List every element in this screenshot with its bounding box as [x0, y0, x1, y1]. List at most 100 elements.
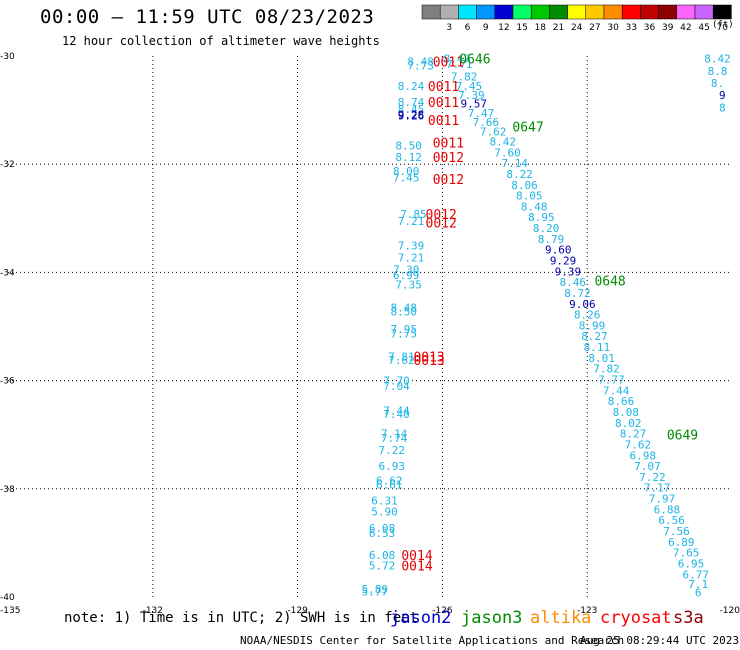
color-scale-label: 24: [571, 23, 583, 33]
y-tick-label: -38: [0, 485, 15, 495]
pass-time-label: 0014: [401, 560, 432, 575]
swh-value-label: 7.44: [383, 404, 410, 417]
page-title: 00:00 – 11:59 UTC 08/23/2023: [40, 6, 375, 28]
swh-value-label: 7.85: [400, 208, 427, 221]
swh-value-label: 7.07: [634, 460, 661, 473]
color-scale-label: 70: [717, 23, 729, 33]
swh-value-label: 8.66: [608, 395, 635, 408]
color-scale-swatch: [512, 4, 532, 20]
pass-time-label: 0011: [428, 80, 459, 95]
x-tick-label: -132: [143, 606, 163, 616]
swh-value-label: 8.79: [538, 233, 565, 246]
swh-value-label: 7.65: [673, 547, 700, 560]
swh-value-label: 6.93: [378, 460, 405, 473]
page-subtitle: 12 hour collection of altimeter wave hei…: [62, 34, 380, 48]
pass-time-label: 0011: [433, 55, 464, 70]
swh-value-label: 6.95: [678, 557, 705, 570]
x-tick-label: -123: [577, 606, 597, 616]
swh-value-label: 7.39: [398, 239, 425, 252]
swh-value-label: 8.08: [613, 406, 640, 419]
swh-value-label: 8.20: [533, 222, 560, 235]
color-scale-swatch: [567, 4, 587, 20]
pass-time-label: 0012: [426, 217, 457, 232]
swh-value-label: 6.98: [629, 449, 656, 462]
swh-value-label: 6.89: [668, 536, 695, 549]
color-scale-swatch: [603, 4, 623, 20]
swh-value-label: 8.27: [620, 428, 647, 441]
x-tick-label: -120: [720, 606, 740, 616]
chart-grid: [8, 56, 732, 597]
swh-value-label: 9.28: [398, 108, 425, 121]
swh-value-label: 8.50: [391, 305, 418, 318]
swh-value-label: 6.99: [393, 269, 420, 282]
swh-value-label: 8.22: [506, 168, 533, 181]
swh-value-label: 7.77: [598, 374, 625, 387]
pass-time-label: 0013: [413, 354, 444, 369]
swh-value-label: 7.47: [468, 107, 495, 120]
swh-value-label: 7.30: [393, 264, 420, 277]
swh-value-label: 8.48: [407, 55, 434, 68]
color-scale-swatch: [494, 4, 514, 20]
swh-points: 8.487.738.477.717.827.457.399.577.477.66…: [362, 53, 731, 600]
swh-value-label: 7.56: [663, 525, 690, 538]
pass-time-label: 0014: [401, 549, 432, 564]
swh-value-label: 7.1: [688, 578, 708, 591]
color-scale-label: 21: [553, 23, 564, 33]
color-scale-unit: (ft): [712, 20, 734, 30]
swh-value-label: 8.11: [584, 341, 611, 354]
color-scale-label: 39: [662, 23, 674, 33]
color-scale-swatch: [549, 4, 568, 20]
color-scale-swatch: [530, 4, 550, 20]
y-tick-label: -36: [0, 377, 15, 387]
swh-value-label: 7.82: [593, 363, 620, 376]
color-scale-swatch: [712, 4, 732, 20]
swh-value-label: 9.06: [569, 298, 596, 311]
swh-value-label: 8.00: [393, 165, 420, 178]
color-scale-swatch: [676, 4, 696, 20]
swh-value-label: 7.22: [639, 471, 666, 484]
pass-time-label: 0647: [512, 120, 543, 135]
footer-timestamp: Aug 25 08:29:44 UTC 2023: [580, 634, 739, 647]
pass-time-label: 0649: [667, 429, 698, 444]
swh-value-label: 5.72: [369, 560, 396, 573]
color-scale-bar: 3 6 9 12 15 18 21 24 27 30 33 36 39 42 45 70: [421, 4, 732, 33]
swh-value-label: 7.45: [393, 172, 420, 185]
swh-value-label: 7.14: [502, 157, 529, 170]
legend-cryosat: cryosat: [600, 608, 672, 628]
color-scale-swatch: [585, 4, 605, 20]
footnote: note: 1) Time is in UTC; 2) SWH is in fe…: [64, 610, 419, 626]
swh-value-label: 8.99: [579, 319, 606, 332]
swh-value-label: 6.56: [658, 514, 685, 527]
swh-value-label: 7.62: [480, 126, 507, 139]
swh-value-label: 8.8: [708, 65, 728, 78]
swh-value-label: 8.47: [444, 53, 471, 66]
pass-time-label: 0013: [413, 350, 444, 365]
swh-value-label: 7.74: [381, 432, 408, 445]
swh-value-label: 6.08: [369, 549, 396, 562]
color-scale-label: 42: [680, 23, 691, 33]
x-tick-label: -135: [0, 606, 20, 616]
axis-ticks: -135 -132 -129 -126 -123 -120 -30 -32 -34 -36 -38 -…: [0, 52, 740, 616]
swh-value-label: 8.26: [574, 309, 601, 322]
color-scale-swatch: [640, 4, 659, 20]
swh-value-label: 8.50: [395, 139, 422, 152]
y-tick-label: -34: [0, 268, 15, 278]
swh-value-label: 7.21: [398, 215, 425, 228]
legend-jason2: jason2: [390, 608, 452, 628]
swh-value-label: 7.82: [451, 71, 478, 84]
y-tick-label: -30: [0, 52, 15, 62]
swh-value-label: 8.02: [615, 417, 642, 430]
swh-value-label: 8.48: [521, 200, 548, 213]
swh-value-label: 8.06: [511, 179, 538, 192]
swh-value-label: 5.89: [362, 583, 389, 596]
swh-value-label: 9.26: [398, 110, 425, 123]
swh-value-label: 7.04: [383, 380, 410, 393]
pass-time-label: 0012: [433, 173, 464, 188]
swh-value-label: 8.: [711, 77, 724, 90]
color-scale-label: 18: [535, 23, 547, 33]
swh-value-label: 6.62: [376, 475, 403, 488]
swh-value-label: 7.81: [388, 350, 415, 363]
color-scale-label: 45: [698, 23, 709, 33]
color-scale-swatch: [658, 4, 678, 20]
color-scale-swatch: [421, 4, 441, 20]
